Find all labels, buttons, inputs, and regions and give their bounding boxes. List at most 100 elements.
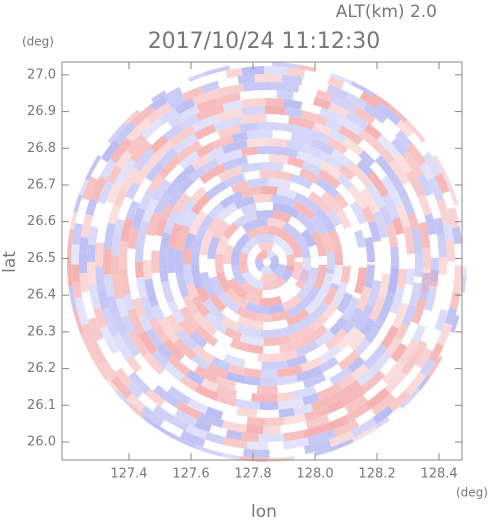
radar-cell	[170, 416, 190, 432]
radar-cell	[460, 266, 467, 294]
radar-cell	[224, 327, 243, 342]
radar-cell	[395, 119, 414, 138]
radar-cell	[239, 251, 249, 275]
radar-cell	[185, 424, 208, 440]
radar-cell	[328, 229, 342, 251]
radar-cell	[111, 332, 132, 360]
radar-cell	[322, 309, 344, 331]
radar-cell	[186, 282, 199, 300]
radar-cell	[284, 123, 305, 135]
radar-cell	[400, 321, 419, 347]
radar-cell	[126, 117, 152, 143]
radar-cell	[287, 299, 309, 318]
radar-cell	[328, 128, 346, 144]
radar-cell	[276, 391, 294, 402]
radar-cell	[268, 178, 292, 190]
y-tick-label: 26.8	[27, 141, 56, 156]
radar-cell	[263, 162, 284, 172]
radar-cell	[314, 207, 336, 234]
radar-cell	[260, 369, 278, 378]
radar-cell	[430, 294, 444, 318]
radar-cell	[140, 405, 165, 427]
radar-cell	[347, 356, 366, 373]
radar-cell	[184, 177, 205, 198]
radar-cell	[173, 133, 198, 154]
radar-cell	[301, 143, 323, 159]
radar-cell	[188, 210, 208, 236]
radar-cell	[142, 260, 153, 280]
radar-cell	[288, 446, 306, 457]
radar-field	[67, 62, 467, 462]
radar-cell	[117, 196, 133, 221]
radar-cell	[194, 124, 217, 141]
radar-cell	[394, 153, 413, 175]
radar-cell	[133, 158, 157, 186]
radar-cell	[414, 253, 424, 278]
radar-cell	[208, 293, 227, 313]
radar-cell	[79, 236, 89, 253]
radar-cell	[186, 369, 205, 386]
radar-cell	[182, 210, 198, 228]
radar-cell	[322, 363, 343, 380]
radar-cell	[270, 254, 280, 264]
radar-cell	[286, 67, 306, 78]
radar-cell	[345, 403, 370, 423]
radar-cell	[445, 239, 455, 262]
radar-cell	[158, 248, 168, 265]
radar-cell	[272, 210, 292, 224]
radar-cell	[329, 366, 353, 386]
radar-cell	[196, 286, 210, 303]
radar-cell	[340, 266, 351, 284]
radar-cell	[133, 352, 158, 379]
radar-cell	[159, 264, 169, 283]
radar-cell	[296, 150, 324, 168]
radar-cell	[300, 356, 324, 373]
radar-cell	[242, 448, 270, 459]
radar-cell	[201, 70, 228, 85]
radar-cell	[286, 308, 310, 327]
radar-cell	[113, 121, 137, 145]
radar-cell	[203, 312, 229, 335]
y-tick-label: 26.0	[27, 435, 56, 450]
radar-cell	[404, 371, 427, 396]
radar-cell	[323, 415, 350, 432]
y-tick-label: 26.9	[27, 104, 56, 119]
radar-cell	[285, 235, 303, 259]
radar-cell	[266, 249, 276, 260]
radar-cell	[199, 163, 226, 184]
radar-cell	[151, 272, 164, 297]
radar-cell	[436, 322, 453, 346]
radar-cell	[217, 76, 239, 89]
radar-cell	[301, 324, 329, 347]
radar-cell	[281, 349, 299, 361]
radar-cell	[376, 102, 402, 126]
radar-cell	[324, 328, 348, 351]
radar-cell	[418, 309, 432, 328]
radar-cell	[159, 231, 171, 250]
radar-cell	[260, 328, 285, 339]
radar-cell	[234, 232, 251, 251]
radar-cell	[97, 180, 114, 205]
radar-cell	[356, 366, 378, 387]
radar-cell	[256, 385, 279, 394]
radar-cell	[411, 228, 423, 254]
radar-cell	[225, 67, 243, 79]
radar-cell	[125, 355, 142, 374]
radar-cell	[276, 90, 294, 100]
radar-cell	[222, 244, 235, 265]
radar-cell	[412, 340, 428, 359]
radar-cell	[425, 328, 442, 352]
radar-cell	[246, 343, 264, 354]
radar-cell	[174, 164, 196, 186]
radar-cell	[195, 104, 225, 122]
radar-cell	[99, 325, 120, 355]
radar-cell	[194, 214, 214, 242]
radar-cell	[187, 398, 209, 414]
radar-cell	[272, 235, 294, 257]
radar-cell	[230, 180, 249, 194]
radar-cell	[272, 130, 292, 141]
radar-cell	[345, 268, 359, 296]
radar-cell	[419, 162, 435, 181]
radar-cell	[379, 205, 394, 227]
radar-cell	[367, 220, 382, 243]
